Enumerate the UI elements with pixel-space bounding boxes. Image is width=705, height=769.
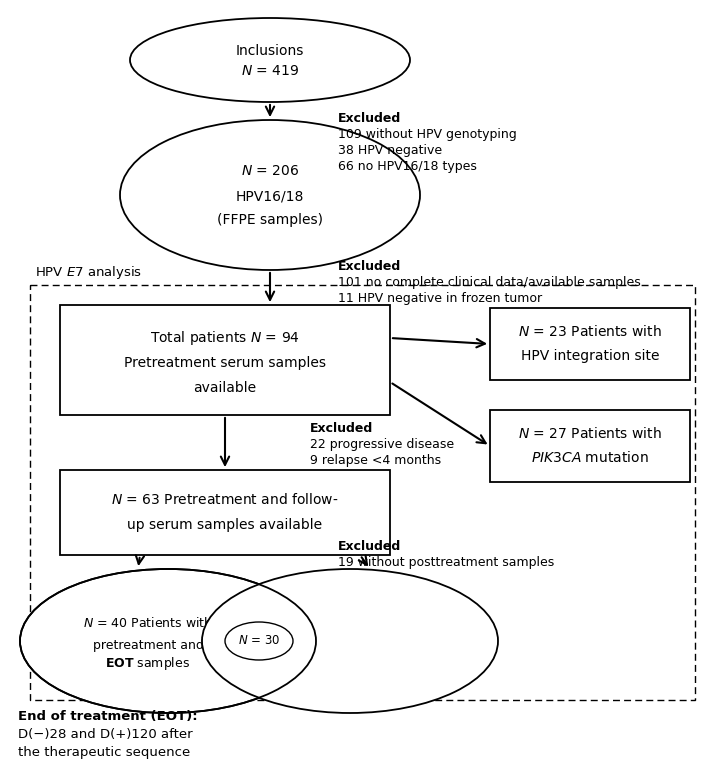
Text: $\it{N}$ = 30: $\it{N}$ = 30 <box>238 634 280 647</box>
Text: 101 no complete clinical data/available samples: 101 no complete clinical data/available … <box>338 276 641 289</box>
Text: HPV $\it{E7}$ analysis: HPV $\it{E7}$ analysis <box>35 264 142 281</box>
Text: pretreatment and: pretreatment and <box>92 638 204 651</box>
Text: samples: samples <box>344 657 396 670</box>
Text: pre- and posttreatment: pre- and posttreatment <box>297 638 443 651</box>
Text: Excluded: Excluded <box>338 260 401 273</box>
Text: available: available <box>193 381 257 395</box>
Text: 19 without posttreatment samples: 19 without posttreatment samples <box>338 556 554 569</box>
Text: $\it{N}$ = 44 Patients with: $\it{N}$ = 44 Patients with <box>305 616 435 630</box>
Text: $\it{N}$ = 63 Pretreatment and follow-: $\it{N}$ = 63 Pretreatment and follow- <box>111 492 338 507</box>
Text: $\it{N}$ = 23 Patients with: $\it{N}$ = 23 Patients with <box>518 325 662 339</box>
Text: the therapeutic sequence: the therapeutic sequence <box>18 746 190 759</box>
Text: 109 without HPV genotyping: 109 without HPV genotyping <box>338 128 517 141</box>
Text: $\bf{EOT}$ samples: $\bf{EOT}$ samples <box>106 654 190 671</box>
Text: Pretreatment serum samples: Pretreatment serum samples <box>124 356 326 370</box>
Text: $\it{N}$ = 206: $\it{N}$ = 206 <box>241 164 299 178</box>
Text: $\it{N}$ = 40 Patients with: $\it{N}$ = 40 Patients with <box>83 616 213 630</box>
Text: 38 HPV negative: 38 HPV negative <box>338 144 442 157</box>
Text: HPV integration site: HPV integration site <box>521 349 659 363</box>
Text: Inclusions: Inclusions <box>235 44 304 58</box>
FancyBboxPatch shape <box>490 308 690 380</box>
Text: HPV16/18: HPV16/18 <box>235 189 304 203</box>
FancyBboxPatch shape <box>490 410 690 482</box>
Ellipse shape <box>130 18 410 102</box>
Text: Excluded: Excluded <box>338 112 401 125</box>
Text: $\it{PIK3CA}$ mutation: $\it{PIK3CA}$ mutation <box>531 451 649 465</box>
Text: 22 progressive disease: 22 progressive disease <box>310 438 454 451</box>
Text: D(−)28 and D(+)120 after: D(−)28 and D(+)120 after <box>18 728 192 741</box>
Ellipse shape <box>20 569 316 713</box>
FancyBboxPatch shape <box>60 470 390 555</box>
Text: 11 HPV negative in frozen tumor: 11 HPV negative in frozen tumor <box>338 292 542 305</box>
Text: up serum samples available: up serum samples available <box>128 518 323 532</box>
Text: End of treatment (EOT):: End of treatment (EOT): <box>18 710 197 723</box>
Text: Excluded: Excluded <box>338 540 401 553</box>
Text: Excluded: Excluded <box>310 422 373 435</box>
Text: $\it{N}$ = 27 Patients with: $\it{N}$ = 27 Patients with <box>518 427 662 441</box>
Text: 66 no HPV16/18 types: 66 no HPV16/18 types <box>338 160 477 173</box>
Ellipse shape <box>202 569 498 713</box>
Ellipse shape <box>120 120 420 270</box>
Text: $\it{N}$ = 419: $\it{N}$ = 419 <box>241 64 299 78</box>
Text: Total patients $\it{N}$ = 94: Total patients $\it{N}$ = 94 <box>150 329 300 347</box>
FancyBboxPatch shape <box>60 305 390 415</box>
Text: 9 relapse <4 months: 9 relapse <4 months <box>310 454 441 467</box>
Ellipse shape <box>225 622 293 660</box>
Text: (FFPE samples): (FFPE samples) <box>217 213 323 227</box>
